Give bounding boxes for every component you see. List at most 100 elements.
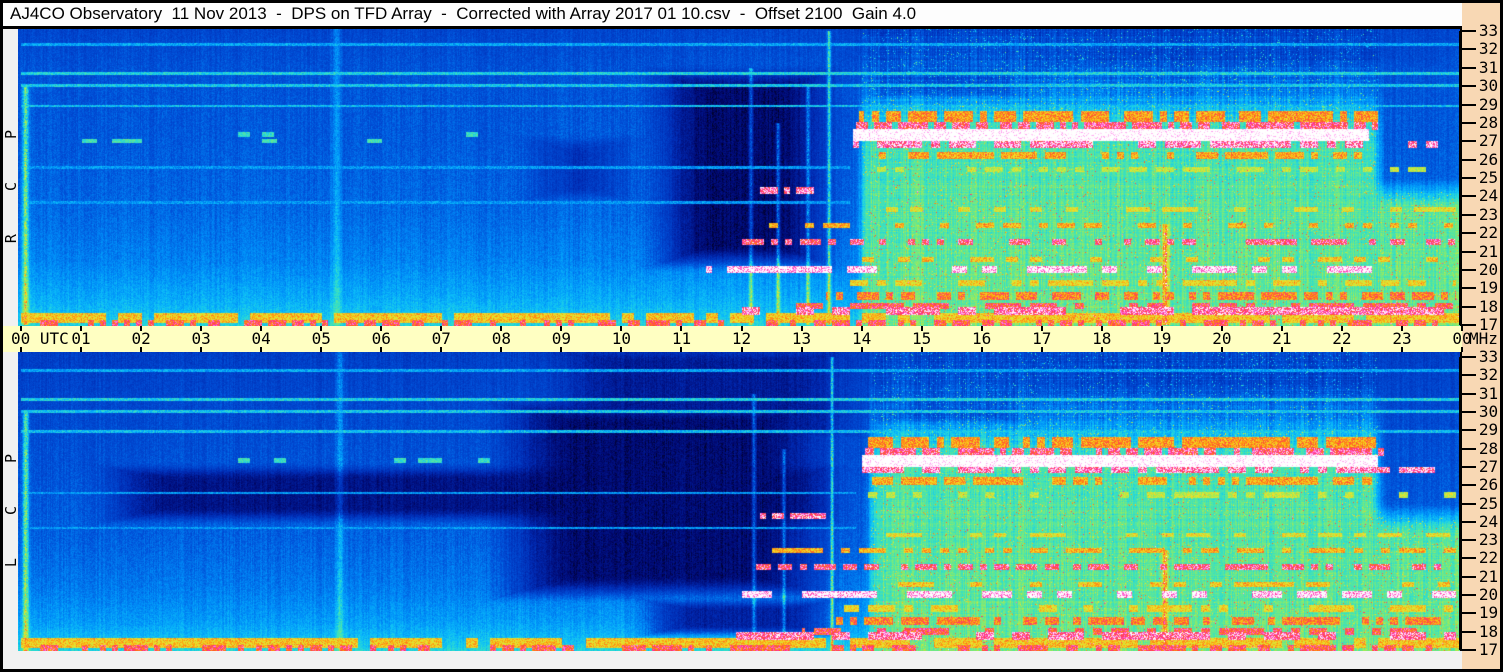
frequency-label: 22	[1478, 548, 1499, 568]
frequency-tick	[1461, 374, 1476, 377]
frequency-label: 18	[1478, 296, 1499, 316]
frequency-axis-spine	[1459, 357, 1461, 650]
lcp-spectrogram	[18, 352, 1460, 651]
hour-label: 19	[1152, 329, 1172, 348]
hour-tick	[20, 347, 22, 352]
frequency-label: 26	[1478, 475, 1499, 495]
hour-tick	[500, 326, 503, 331]
frequency-tick	[1461, 158, 1476, 161]
hour-tick	[1040, 347, 1043, 352]
hour-tick	[1160, 326, 1163, 331]
frequency-unit-label: MHz	[1469, 329, 1498, 348]
hour-tick	[1400, 347, 1403, 352]
frequency-label: 32	[1478, 365, 1499, 385]
frequency-label: 25	[1478, 493, 1499, 513]
hour-label: 14	[851, 329, 872, 348]
frequency-label: 25	[1478, 168, 1499, 187]
hour-tick	[320, 326, 323, 331]
frequency-label: 33	[1478, 347, 1499, 366]
frequency-tick	[1461, 594, 1476, 597]
hour-label: 18	[1092, 329, 1112, 348]
hour-tick	[80, 347, 83, 352]
hour-label: 15	[911, 329, 932, 348]
hour-tick	[380, 347, 383, 352]
frequency-tick	[1461, 502, 1476, 505]
frequency-label: 30	[1478, 401, 1499, 421]
lcp-side-strip: L C P	[2, 352, 20, 651]
hour-label: 02	[131, 329, 151, 348]
hour-tick	[1100, 347, 1103, 352]
hour-label: 05	[311, 329, 331, 348]
frequency-tick	[1461, 213, 1476, 216]
frequency-tick	[1461, 410, 1476, 413]
frequency-axis-spine	[1459, 31, 1461, 325]
hour-tick	[260, 347, 263, 352]
time-end-label: 00	[1452, 329, 1472, 348]
frequency-tick	[1461, 268, 1476, 271]
frequency-label: 30	[1478, 76, 1499, 96]
hour-label: 09	[551, 329, 571, 348]
hour-tick	[980, 347, 983, 352]
hour-tick	[440, 326, 443, 331]
frequency-tick	[1461, 612, 1476, 615]
hour-tick	[380, 326, 383, 331]
frequency-label: 19	[1478, 278, 1499, 298]
frequency-tick	[1461, 103, 1476, 106]
hour-tick	[860, 347, 863, 352]
hour-label: 11	[671, 329, 692, 348]
hour-label: 01	[71, 329, 91, 348]
hour-tick	[680, 326, 683, 331]
hour-tick	[740, 326, 743, 331]
hour-tick	[500, 347, 503, 352]
frequency-label: 29	[1478, 420, 1499, 440]
hour-label: 08	[491, 329, 511, 348]
hour-tick	[1280, 347, 1283, 352]
frequency-label: 21	[1478, 566, 1499, 586]
hour-tick	[800, 326, 803, 331]
frequency-tick	[1461, 287, 1476, 290]
frequency-label: 19	[1478, 603, 1499, 623]
frequency-label: 21	[1478, 241, 1499, 261]
hour-label: 13	[791, 329, 812, 348]
frequency-tick	[1461, 575, 1476, 578]
frequency-label: 27	[1478, 456, 1499, 476]
frequency-label: 32	[1478, 39, 1499, 59]
hour-tick	[560, 326, 563, 331]
frequency-label: 29	[1478, 94, 1499, 114]
hour-tick	[1340, 326, 1343, 331]
frequency-tick	[1461, 195, 1476, 198]
frequency-label: 28	[1478, 112, 1499, 132]
hour-tick	[320, 347, 323, 352]
frequency-tick	[1461, 66, 1476, 69]
frequency-tick	[1461, 324, 1476, 326]
frequency-tick	[1461, 177, 1476, 179]
hour-tick	[1340, 347, 1343, 352]
frequency-tick	[1461, 250, 1476, 253]
hour-label: 23	[1392, 329, 1412, 348]
hour-label: 17	[1032, 329, 1052, 348]
hour-label: 07	[431, 329, 451, 348]
frequency-label: 31	[1478, 383, 1499, 403]
rcp-spectrogram	[18, 29, 1460, 326]
frequency-label: 24	[1478, 186, 1499, 206]
hour-tick	[620, 326, 623, 331]
frequency-tick	[1461, 30, 1476, 32]
hour-tick	[560, 347, 563, 352]
hour-tick	[680, 347, 683, 352]
hour-tick	[1040, 326, 1043, 331]
rcp-polarization-label: R C P	[1, 112, 20, 243]
frequency-tick	[1461, 539, 1476, 542]
hour-tick	[1220, 326, 1223, 331]
frequency-label: 17	[1478, 315, 1499, 334]
frequency-tick	[1461, 630, 1476, 633]
hour-label: 16	[972, 329, 992, 348]
hour-label: 10	[611, 329, 632, 348]
frequency-tick	[1461, 447, 1476, 450]
hour-tick	[860, 326, 863, 331]
frequency-tick	[1461, 356, 1476, 358]
time-origin-label: 00 UTC	[11, 329, 69, 348]
frequency-tick	[1461, 649, 1476, 651]
frequency-tick	[1461, 465, 1476, 468]
hour-tick	[200, 347, 203, 352]
frequency-tick	[1461, 48, 1476, 51]
